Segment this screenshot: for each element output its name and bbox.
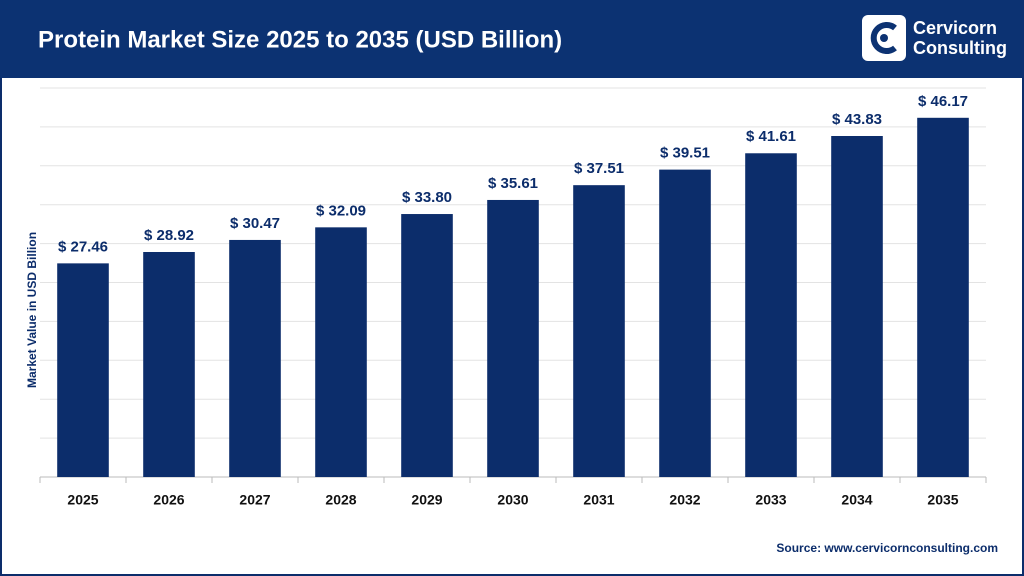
x-tick-label: 2027 <box>239 492 270 508</box>
brand-name: Consulting <box>913 38 1007 58</box>
value-label: $ 33.80 <box>402 189 452 206</box>
bar <box>745 153 797 477</box>
value-label: $ 30.47 <box>230 215 280 232</box>
logo-mark <box>870 22 897 54</box>
x-tick-label: 2029 <box>411 492 442 508</box>
value-label: $ 35.61 <box>488 175 538 192</box>
value-label: $ 41.61 <box>746 128 796 145</box>
bar <box>917 117 969 478</box>
value-label: $ 43.83 <box>832 111 882 128</box>
source: Source: www.cervicornconsulting.com <box>776 541 998 555</box>
bar <box>315 227 367 477</box>
x-tick-label: 2031 <box>583 492 614 508</box>
header <box>0 0 1024 78</box>
bar <box>659 169 711 478</box>
brand-name: Cervicorn <box>913 18 997 38</box>
x-tick-label: 2026 <box>153 492 184 508</box>
x-tick-label: 2033 <box>755 492 786 508</box>
bar <box>573 185 625 478</box>
bar <box>57 263 109 477</box>
bar <box>229 239 281 477</box>
x-tick-label: 2034 <box>841 492 872 508</box>
bar <box>831 136 883 477</box>
x-tick-label: 2028 <box>325 492 356 508</box>
bar <box>401 214 453 477</box>
logo-dot <box>880 34 888 42</box>
chart-title: Protein Market Size 2025 to 2035 (USD Bi… <box>38 26 562 53</box>
value-label: $ 39.51 <box>660 145 710 162</box>
value-label: $ 28.92 <box>144 227 194 244</box>
value-label: $ 46.17 <box>918 93 968 110</box>
value-label: $ 27.46 <box>58 238 108 255</box>
y-axis-label: Market Value in USD Billion <box>25 232 39 388</box>
value-label: $ 32.09 <box>316 202 366 219</box>
bar <box>143 252 195 477</box>
x-tick-label: 2035 <box>927 492 958 508</box>
x-tick-label: 2030 <box>497 492 528 508</box>
value-label: $ 37.51 <box>574 160 624 177</box>
bar <box>487 199 539 477</box>
x-tick-label: 2025 <box>67 492 98 508</box>
x-tick-label: 2032 <box>669 492 700 508</box>
